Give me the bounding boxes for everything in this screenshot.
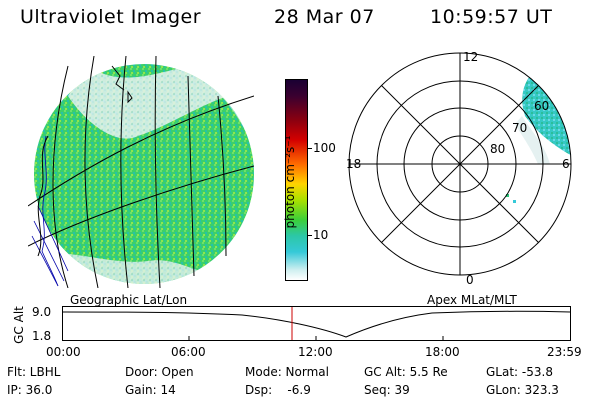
dsp-info: Dsp: -6.9	[245, 383, 311, 397]
polar-panel-label: Apex MLat/MLT	[427, 293, 517, 307]
mlat-label-60: 60	[534, 99, 549, 113]
colorbar-tick-100: 100	[313, 141, 336, 155]
filter-info: Flt: LBHL	[7, 365, 61, 379]
glat-info: GLat: -53.8	[486, 365, 553, 379]
colorbar-tick-mark	[307, 235, 312, 236]
geographic-panel-label: Geographic Lat/Lon	[70, 293, 188, 307]
colorbar-tick-10: 10	[313, 228, 329, 242]
polar-panel: 12 18 6 0 60 70 80	[346, 50, 572, 286]
date-label: 28 Mar 07	[274, 6, 375, 28]
mlat-label-70: 70	[512, 121, 527, 135]
colorbar-unit-label: photon cm⁻²s⁻¹	[283, 135, 297, 229]
door-info: Door: Open	[125, 365, 194, 379]
glon-info: GLon: 323.3	[486, 383, 559, 397]
mlat-label-80: 80	[490, 142, 505, 156]
app-title: Ultraviolet Imager	[20, 6, 202, 28]
mlt-label-6: 6	[562, 157, 570, 171]
ip-info: IP: 36.0	[7, 383, 53, 397]
time-tick-1800: 18:00	[425, 345, 460, 359]
seq-info: Seq: 39	[364, 383, 410, 397]
time-tick-2359: 23:59	[547, 345, 582, 359]
mlt-label-18: 18	[346, 157, 361, 171]
mode-info: Mode: Normal	[245, 365, 329, 379]
time-tick-1200: 12:00	[298, 345, 333, 359]
geographic-image-panel	[28, 56, 254, 288]
mlt-label-12: 12	[463, 50, 478, 64]
colorbar-tick-mark	[307, 148, 312, 149]
gc-alt-info: GC Alt: 5.5 Re	[364, 365, 448, 379]
altitude-tick-low: 1.8	[32, 329, 52, 343]
time-tick-0000: 00:00	[46, 345, 81, 359]
time-tick-0600: 06:00	[171, 345, 206, 359]
colorbar	[285, 79, 308, 281]
altitude-tick-high: 9.0	[32, 305, 52, 319]
mlt-label-0: 0	[466, 273, 474, 286]
altitude-axis-label: GC Alt	[12, 306, 26, 344]
altitude-plot	[62, 306, 571, 341]
gain-info: Gain: 14	[125, 383, 176, 397]
time-label: 10:59:57 UT	[430, 6, 553, 28]
